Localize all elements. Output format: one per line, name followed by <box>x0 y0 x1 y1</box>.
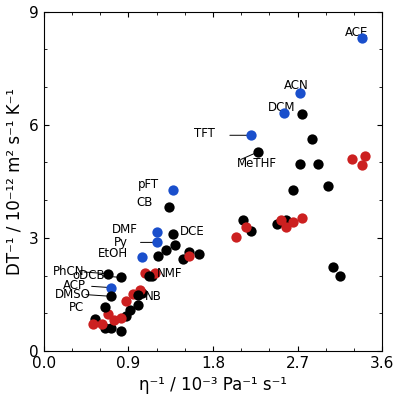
Text: pFT: pFT <box>138 178 159 191</box>
Point <box>90 321 96 327</box>
Point <box>278 216 284 223</box>
Text: DMF: DMF <box>112 223 137 236</box>
Point <box>283 216 290 223</box>
Text: NB: NB <box>145 290 162 303</box>
Point <box>142 269 148 276</box>
Point <box>240 216 246 223</box>
Point <box>104 311 111 317</box>
Text: DMSO: DMSO <box>55 288 91 301</box>
Point <box>139 254 146 260</box>
Point <box>255 149 261 155</box>
Point <box>134 302 141 308</box>
Text: DCE: DCE <box>180 224 205 238</box>
Text: ACN: ACN <box>284 79 308 92</box>
Point <box>166 204 172 210</box>
Point <box>362 152 368 159</box>
Text: TFT: TFT <box>194 126 215 140</box>
Point <box>102 324 108 331</box>
Point <box>274 220 280 227</box>
Point <box>324 183 331 189</box>
Point <box>315 161 322 168</box>
Point <box>134 292 141 298</box>
Text: Py: Py <box>114 236 128 249</box>
Point <box>349 156 355 163</box>
Point <box>196 250 202 257</box>
Point <box>170 231 177 237</box>
Point <box>127 307 134 314</box>
Point <box>299 215 306 222</box>
Point <box>163 247 169 253</box>
Point <box>104 270 111 277</box>
Y-axis label: DT⁻¹ / 10⁻¹² m² s⁻¹ K⁻¹: DT⁻¹ / 10⁻¹² m² s⁻¹ K⁻¹ <box>6 88 24 275</box>
Point <box>308 136 315 142</box>
Point <box>248 228 254 234</box>
Point <box>296 90 303 96</box>
Point <box>186 253 193 259</box>
Point <box>123 313 130 320</box>
Point <box>283 224 290 230</box>
Text: EtOH: EtOH <box>98 247 128 260</box>
Point <box>118 274 124 281</box>
Point <box>153 239 160 246</box>
Text: CB: CB <box>136 196 152 208</box>
Point <box>155 253 162 259</box>
Point <box>243 224 249 230</box>
Point <box>108 293 115 300</box>
Point <box>136 287 143 293</box>
Text: ACP: ACP <box>62 279 86 292</box>
Point <box>118 328 124 335</box>
Text: NMF: NMF <box>156 267 182 280</box>
Point <box>146 273 152 280</box>
Text: MeTHF: MeTHF <box>236 157 276 170</box>
Point <box>358 162 365 169</box>
Point <box>248 132 254 138</box>
Point <box>108 284 115 291</box>
Point <box>170 186 177 193</box>
Point <box>280 110 287 116</box>
Text: PC: PC <box>69 301 84 314</box>
Point <box>152 269 158 276</box>
Point <box>358 35 365 41</box>
Text: oDCB: oDCB <box>72 269 104 282</box>
Point <box>92 316 99 322</box>
Point <box>299 111 306 117</box>
Point <box>330 264 336 270</box>
Point <box>153 229 160 236</box>
Point <box>99 321 105 327</box>
Point <box>337 273 343 280</box>
Point <box>172 242 178 248</box>
Text: DCM: DCM <box>268 101 295 114</box>
Point <box>233 234 240 240</box>
Point <box>123 298 130 304</box>
Point <box>130 290 136 297</box>
Point <box>186 249 193 256</box>
X-axis label: η⁻¹ / 10⁻³ Pa⁻¹ s⁻¹: η⁻¹ / 10⁻³ Pa⁻¹ s⁻¹ <box>139 376 287 394</box>
Point <box>290 219 296 225</box>
Point <box>180 256 186 262</box>
Point <box>149 273 155 280</box>
Point <box>290 186 296 193</box>
Point <box>118 315 124 321</box>
Text: PhCN: PhCN <box>53 264 85 278</box>
Text: ACE: ACE <box>345 26 368 39</box>
Point <box>108 325 115 332</box>
Point <box>102 303 108 310</box>
Point <box>296 161 303 168</box>
Point <box>111 317 118 323</box>
Point <box>139 289 146 296</box>
